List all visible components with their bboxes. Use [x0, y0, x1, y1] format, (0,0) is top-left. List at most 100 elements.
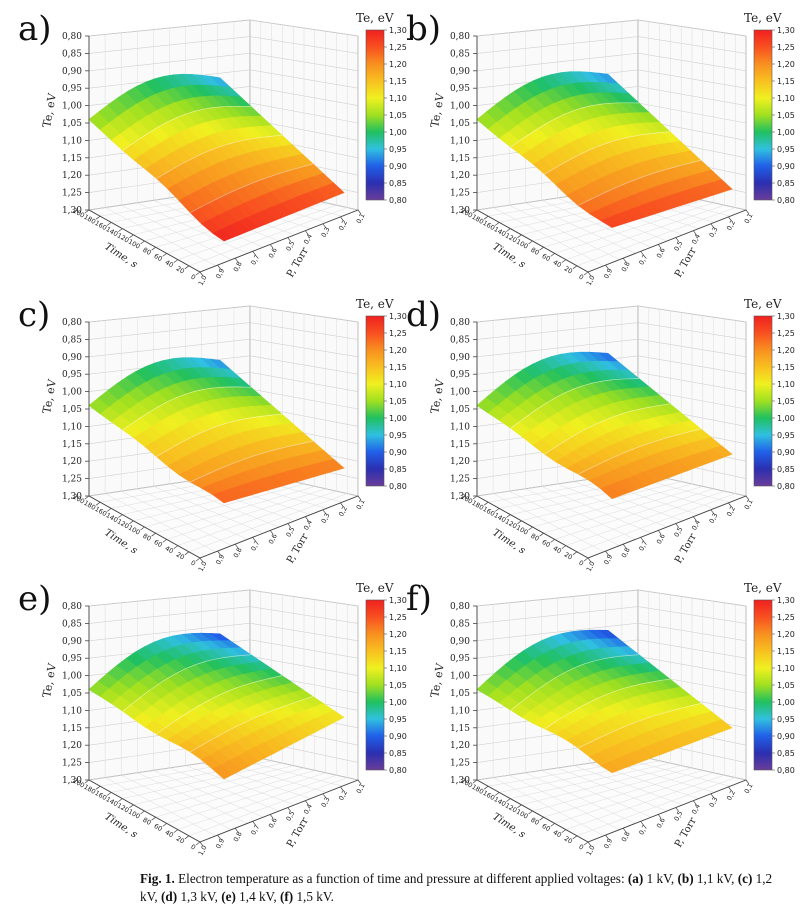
- time-axis-line: [476, 779, 589, 843]
- surface: [476, 71, 733, 228]
- time-tick: [162, 823, 167, 827]
- time-tick: [517, 520, 522, 525]
- contour-line: [510, 102, 640, 148]
- time-tick-label: 20: [175, 550, 186, 561]
- time-tick: [550, 539, 555, 543]
- gridline: [166, 488, 326, 540]
- panel-label: b): [406, 9, 442, 49]
- time-tick: [483, 785, 489, 790]
- time-tick: [506, 514, 511, 518]
- gridline: [188, 493, 348, 553]
- colorbar-tick-label: 1,05: [777, 111, 795, 120]
- pressure-tick-label: 0,8: [232, 830, 244, 843]
- colorbar-tick-label: 1,20: [389, 346, 407, 355]
- colorbar-title: Te, eV: [744, 11, 782, 25]
- time-tick: [118, 798, 123, 802]
- colorbar-tick-label: 1,10: [389, 94, 407, 103]
- pressure-tick-label: 0,2: [725, 505, 737, 518]
- gridline: [188, 777, 348, 837]
- time-tick-label: 0: [577, 843, 585, 852]
- pressure-tick-label: 1,0: [197, 844, 209, 857]
- surface-chart: 0,800,850,900,951,001,051,101,151,201,25…: [428, 581, 795, 857]
- time-tick-label: 0: [577, 559, 585, 568]
- pressure-tick-label: 0,6: [655, 246, 667, 259]
- z-tick-label: 1,00: [450, 672, 470, 682]
- pressure-tick: [252, 821, 256, 826]
- panel-label: d): [406, 295, 442, 335]
- pressure-tick-label: 0,3: [708, 512, 720, 525]
- pressure-tick: [675, 237, 680, 242]
- z-tick-label: 0,90: [450, 67, 470, 77]
- gridline: [621, 758, 731, 787]
- pressure-tick: [217, 550, 221, 556]
- pressure-tick: [357, 495, 362, 501]
- surface-chart: 0,800,850,900,951,001,051,101,151,201,25…: [40, 297, 407, 573]
- pressure-tick: [287, 523, 292, 528]
- z-tick-label: 1,00: [450, 102, 470, 112]
- colorbar-tick-label: 0,85: [389, 179, 407, 188]
- colorbar-tick-label: 0,80: [777, 482, 795, 491]
- pressure-tick: [710, 509, 715, 514]
- time-tick: [483, 215, 489, 220]
- pressure-tick: [199, 841, 204, 847]
- pressure-tick: [287, 807, 292, 812]
- chart-panel: c) 0,80 0,85 0,90 0,95 1,00 1,05 1,10 1,15 1,20 1,…: [14, 296, 407, 582]
- time-tick: [106, 222, 112, 226]
- colorbar-tick-label: 0,90: [389, 732, 407, 741]
- pressure-tick-label: 1,0: [197, 274, 209, 287]
- pressure-tick-label: 0,1: [743, 212, 755, 225]
- chart-panel: a) 0,80 0,85 0,90 0,95 1,00 1,05 1,10 1,15 1,20 1,…: [14, 10, 407, 296]
- pressure-tick: [234, 828, 239, 833]
- gridline: [166, 772, 326, 824]
- contour-line: [578, 428, 702, 475]
- caption-item-label: (e): [221, 889, 236, 904]
- time-tick-label: 100: [127, 524, 142, 537]
- time-tick: [517, 804, 522, 809]
- surface-chart: 0,800,850,900,951,001,051,101,151,201,25…: [40, 11, 407, 287]
- pressure-tick-label: 0,8: [620, 260, 632, 273]
- colorbar-tick-label: 0,95: [389, 431, 407, 440]
- time-tick: [561, 259, 567, 263]
- gridline: [155, 770, 315, 818]
- time-tick: [84, 209, 90, 214]
- caption-item-value: 1,3 kV,: [180, 889, 218, 904]
- z-tick-label: 1,30: [62, 492, 82, 502]
- time-tick-label: 80: [141, 816, 152, 827]
- pressure-tick-label: 0,4: [302, 519, 314, 532]
- pressure-tick-label: 1,0: [585, 844, 597, 857]
- colorbar-tick-label: 1,05: [389, 681, 407, 690]
- time-tick: [162, 539, 167, 543]
- z-axis-title: Te, eV: [428, 91, 447, 128]
- pressure-tick: [199, 557, 204, 563]
- gridline: [557, 767, 668, 812]
- pressure-tick: [322, 509, 327, 514]
- pressure-tick-label: 0,7: [637, 823, 649, 836]
- pressure-tick-label: 0,2: [725, 789, 737, 802]
- pressure-tick: [199, 271, 204, 277]
- colorbar-tick-label: 1,00: [389, 698, 407, 707]
- time-tick-label: 100: [515, 238, 530, 251]
- panel-label: f): [406, 579, 432, 619]
- time-tick: [195, 841, 201, 846]
- pressure-axis-line: [587, 779, 747, 843]
- pressure-tick-label: 0,6: [267, 532, 279, 545]
- time-tick-label: 0: [189, 273, 197, 282]
- time-tick: [84, 495, 90, 500]
- z-tick-label: 0,80: [62, 32, 82, 42]
- gridline: [177, 774, 337, 830]
- colorbar-tick-label: 0,80: [777, 766, 795, 775]
- time-tick-label: 100: [515, 808, 530, 821]
- time-tick: [528, 810, 533, 815]
- colorbar-tick-label: 1,10: [777, 380, 795, 389]
- surface-patch: [324, 710, 345, 723]
- z-tick-label: 1,05: [62, 689, 82, 699]
- time-tick: [184, 551, 190, 556]
- colorbar-tick-label: 1,00: [389, 414, 407, 423]
- time-tick: [561, 545, 567, 549]
- colorbar-tick-label: 1,30: [389, 312, 407, 321]
- pressure-tick: [622, 828, 627, 833]
- colorbar-tick-label: 0,85: [389, 465, 407, 474]
- colorbar-tick-label: 1,15: [777, 363, 795, 372]
- time-tick: [151, 246, 156, 251]
- z-tick-label: 1,10: [62, 422, 82, 432]
